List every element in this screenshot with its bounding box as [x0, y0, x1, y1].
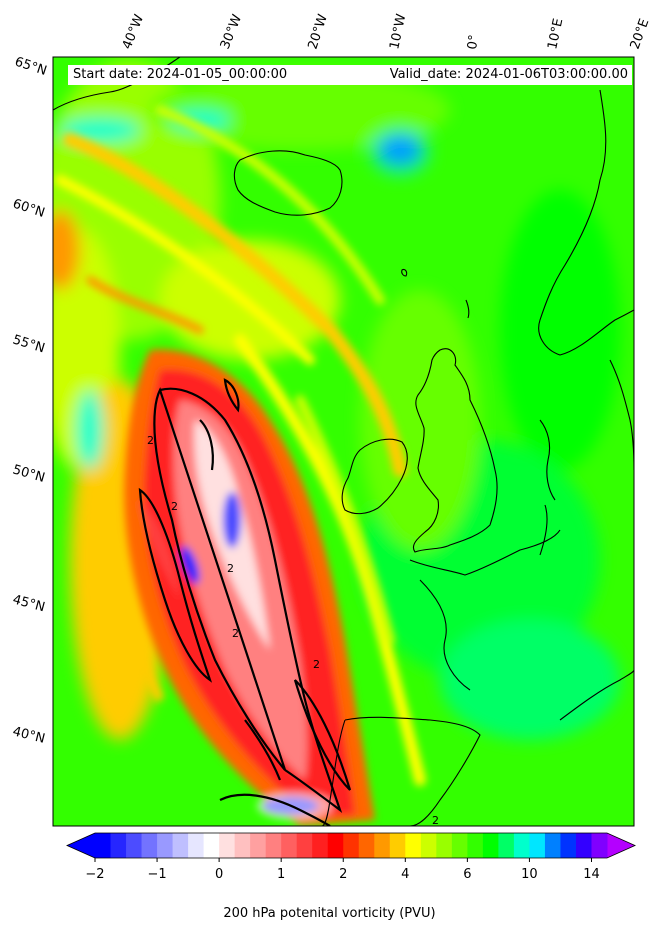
lat-label: 60°N: [11, 197, 47, 221]
colorbar-swatch: [343, 833, 360, 858]
colorbar-tick-label: −2: [85, 867, 104, 882]
colorbar-swatch: [389, 833, 406, 858]
header-bar: Start date: 2024-01-05_00:00:00 Valid_da…: [68, 65, 632, 85]
lat-labels: 65°N 60°N 55°N 50°N 45°N 40°N: [11, 55, 49, 747]
colorbar: [66, 832, 636, 859]
colorbar-tick-label: 1: [277, 867, 285, 882]
colorbar-swatch: [420, 833, 437, 858]
start-date: Start date: 2024-01-05_00:00:00: [73, 67, 288, 82]
lon-label: 20°W: [306, 12, 331, 51]
lat-label: 65°N: [13, 55, 49, 79]
contour-lines: [138, 378, 352, 826]
colorbar-swatch: [467, 833, 484, 858]
colorbar-tick-label: 6: [463, 867, 471, 882]
lon-labels: 40°W 30°W 20°W 10°W 0° 10°E 20°E: [120, 12, 653, 51]
contour-label: 2: [147, 434, 154, 447]
contour-label: 2: [313, 658, 320, 671]
colorbar-swatch: [405, 833, 422, 858]
colorbar-title: 200 hPa potenital vorticity (PVU): [223, 906, 436, 921]
colorbar-swatch: [110, 833, 127, 858]
contour-label: 2: [227, 562, 234, 575]
colorbar-swatch: [219, 833, 236, 858]
colorbar-swatch: [358, 833, 375, 858]
contour-label: 2: [171, 500, 178, 513]
lat-label: 50°N: [11, 462, 47, 485]
lon-label: 0°: [465, 34, 482, 51]
colorbar-swatch: [498, 833, 515, 858]
colorbar-swatch: [172, 833, 189, 858]
colorbar-swatch: [544, 833, 561, 858]
colorbar-swatch: [312, 833, 329, 858]
colorbar-swatch: [234, 833, 251, 858]
colorbar-extend-low: [67, 833, 95, 858]
lon-label: 40°W: [120, 12, 147, 51]
lat-label: 40°N: [11, 724, 46, 746]
colorbar-swatch: [250, 833, 267, 858]
valid-date: Valid_date: 2024-01-06T03:00:00.00: [389, 67, 628, 82]
colorbar-tick-label: 14: [583, 867, 600, 882]
colorbar-tick-label: −1: [147, 867, 166, 882]
colorbar-swatch: [296, 833, 313, 858]
colorbar-tick-label: 2: [339, 867, 347, 882]
contour-label: 2: [232, 627, 239, 640]
map-frame: [52, 56, 635, 827]
colorbar-swatch: [591, 833, 608, 858]
colorbar-swatch: [95, 833, 112, 858]
colorbar-swatch: [513, 833, 530, 858]
contour-label: 2: [432, 814, 439, 827]
lon-label: 30°W: [218, 12, 245, 51]
colorbar-tick-label: 4: [401, 867, 409, 882]
colorbar-swatch: [265, 833, 282, 858]
colorbar-swatch: [482, 833, 499, 858]
colorbar-extend-high: [607, 833, 635, 858]
colorbar-swatch: [560, 833, 577, 858]
colorbar-swatch: [575, 833, 592, 858]
colorbar-swatch: [436, 833, 453, 858]
colorbar-swatch: [374, 833, 391, 858]
colorbar-swatch: [157, 833, 174, 858]
colorbar-swatch: [126, 833, 143, 858]
colorbar-swatch: [188, 833, 205, 858]
pv-field: 2 2 2 2 2 2: [53, 57, 634, 827]
colorbar-ticks: −2 −1 0 1 2 4 6 10 14: [85, 858, 600, 882]
colorbar-swatch: [203, 833, 220, 858]
colorbar-swatch: [327, 833, 344, 858]
colorbar-swatch: [281, 833, 298, 858]
lat-label: 55°N: [11, 332, 47, 356]
colorbar-swatch: [529, 833, 546, 858]
colorbar-swatch: [141, 833, 158, 858]
lon-label: 10°W: [387, 12, 409, 50]
colorbar-swatch: [451, 833, 468, 858]
lon-label: 20°E: [628, 17, 653, 52]
colorbar-tick-label: 10: [521, 867, 538, 882]
lon-label: 10°E: [545, 17, 566, 51]
lat-label: 45°N: [11, 592, 47, 615]
colorbar-tick-label: 0: [215, 867, 223, 882]
